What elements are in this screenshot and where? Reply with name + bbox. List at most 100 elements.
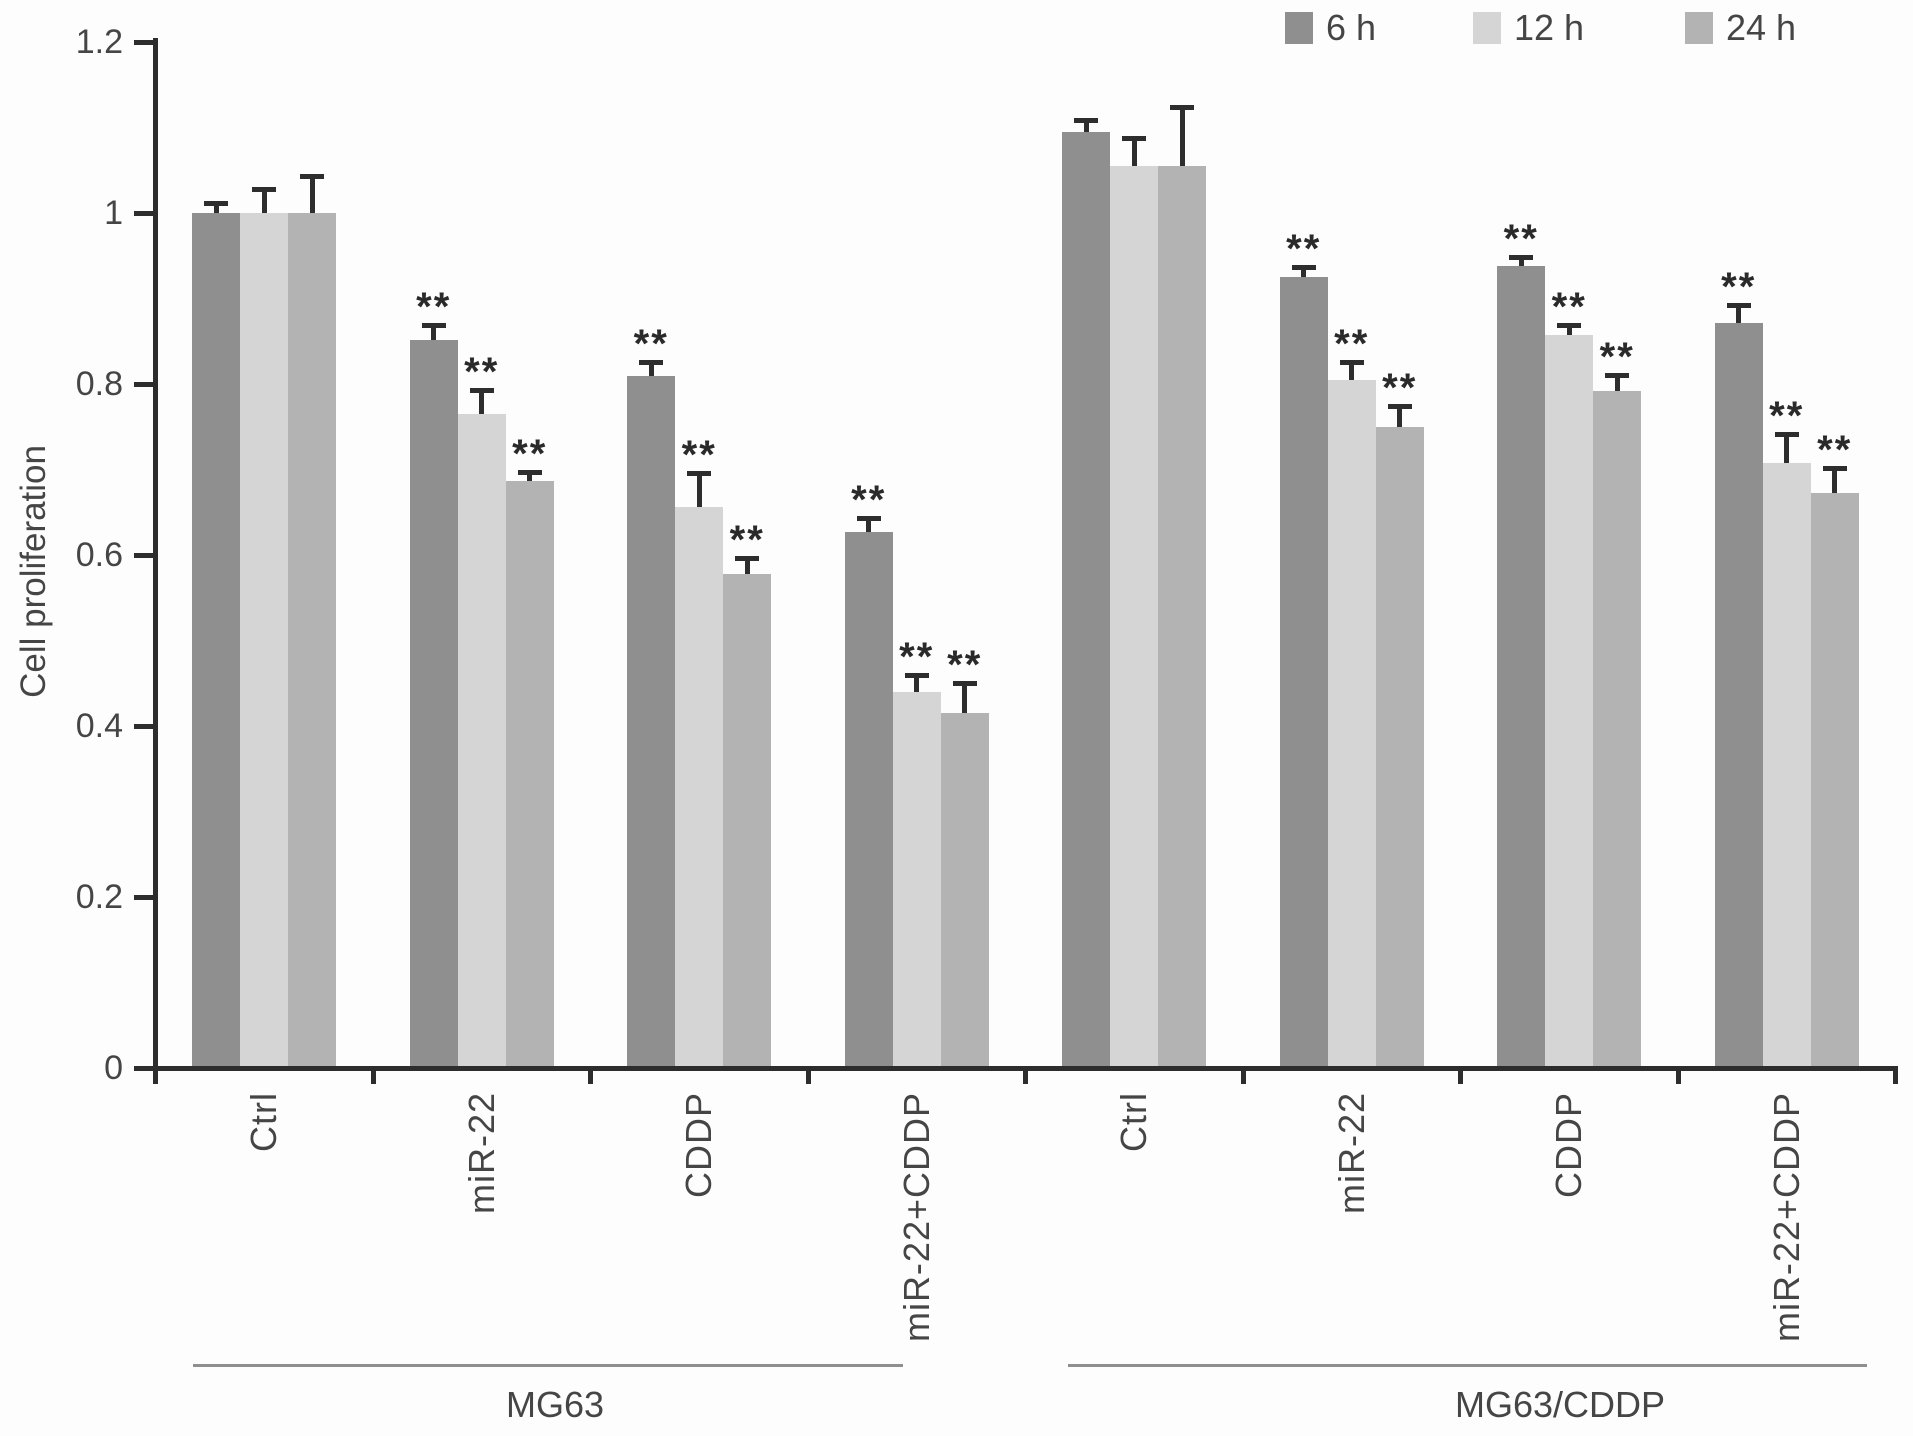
x-tick-label-mir-22-cddp: miR-22+CDDP [1765, 1092, 1807, 1343]
y-tick-label: 0.8 [75, 365, 123, 403]
x-tick-label-ctrl: Ctrl [1113, 1092, 1155, 1152]
y-tick-label: 0.2 [75, 878, 123, 916]
y-tick-mark [134, 39, 156, 45]
bar-mg63-ctrl-24-h [288, 213, 337, 1068]
x-axis [139, 1066, 1898, 1071]
error-bar-cap [1291, 264, 1316, 270]
legend-label-24-h: 24 h [1726, 7, 1797, 48]
y-tick-label: 0.4 [75, 707, 123, 745]
error-bar-cap [639, 359, 664, 365]
error-bar-cap [300, 174, 325, 180]
error-bar-line [1614, 375, 1620, 391]
y-tick-label: 1.2 [75, 23, 123, 61]
legend-item-6-h: 6 h [1285, 10, 1376, 46]
bar-mg63-cddp-mir-22-cddp-24-h [1810, 492, 1859, 1068]
significance-marker: ** [464, 349, 500, 394]
x-tick-mark [588, 1068, 593, 1084]
error-bar-cap [1822, 465, 1847, 471]
significance-marker: ** [899, 634, 935, 679]
bar-mg63-cddp-24-h [723, 573, 772, 1068]
bar-mg63-mir-22-12-h [457, 413, 506, 1068]
significance-marker: ** [851, 478, 887, 523]
legend-swatch-12-h [1473, 12, 1501, 44]
error-bar-line [261, 189, 267, 213]
significance-marker: ** [1286, 226, 1322, 271]
bar-mg63-cddp-ctrl-24-h [1158, 165, 1207, 1068]
error-bar-line [1397, 406, 1403, 427]
error-bar-line [962, 683, 968, 714]
legend-item-12-h: 12 h [1473, 10, 1584, 46]
x-tick-mark [370, 1068, 376, 1084]
legend-label-6-h: 6 h [1326, 7, 1377, 48]
error-bar-line [1784, 433, 1790, 463]
cell-line-rule-mg63 [193, 1364, 903, 1367]
error-bar-cap [469, 387, 494, 393]
x-tick-mark [1240, 1068, 1246, 1084]
significance-marker: ** [1599, 335, 1635, 380]
bar-mg63-cddp-cddp-24-h [1593, 390, 1642, 1068]
bar-mg63-ctrl-12-h [240, 213, 289, 1068]
significance-marker: ** [416, 285, 452, 329]
y-tick-mark [134, 894, 156, 900]
significance-marker: ** [1769, 393, 1805, 438]
error-bar-line [1301, 266, 1307, 278]
y-tick-mark [134, 1065, 156, 1071]
bar-mg63-mir-22-6-h [409, 340, 458, 1068]
error-bar-line [648, 361, 654, 377]
significance-marker: ** [1382, 366, 1418, 411]
y-tick-mark [134, 723, 156, 729]
bar-mg63-cddp-mir-22-cddp-6-h [1714, 323, 1763, 1068]
significance-marker: ** [512, 432, 548, 477]
bar-mg63-cddp-ctrl-6-h [1062, 131, 1111, 1068]
bar-mg63-cddp-mir-22-12-h [1327, 379, 1376, 1068]
error-bar-cap [1387, 404, 1412, 410]
x-tick-label-cddp: CDDP [678, 1092, 720, 1199]
x-tick-label-mir-22: miR-22 [1330, 1092, 1372, 1215]
error-bar-cap [1605, 373, 1630, 379]
error-bar-line [527, 472, 533, 481]
error-bar-cap [904, 672, 929, 678]
error-bar-line [914, 674, 920, 692]
y-tick-label: 0 [104, 1049, 123, 1087]
cell-line-label-mg63-cddp: MG63/CDDP [1454, 1384, 1666, 1425]
significance-marker: ** [633, 321, 669, 366]
y-tick-label: 1 [104, 194, 123, 232]
error-bar-line [309, 176, 315, 213]
bar-mg63-cddp-mir-22-cddp-12-h [1762, 462, 1811, 1068]
error-bar-line [1518, 256, 1524, 266]
error-bar-cap [1339, 359, 1364, 365]
error-bar-line [479, 389, 485, 414]
error-bar-cap [1122, 135, 1147, 141]
error-bar-line [1349, 361, 1355, 380]
error-bar-cap [1074, 117, 1099, 123]
error-bar-cap [952, 681, 977, 687]
bar-mg63-cddp-cddp-12-h [1545, 335, 1594, 1068]
legend-swatch-24-h [1685, 12, 1713, 44]
y-tick-label: 0.6 [75, 536, 123, 574]
bar-mg63-cddp-mir-22-24-h [1375, 426, 1424, 1068]
bar-mg63-cddp-ctrl-12-h [1110, 165, 1159, 1068]
bar-mg63-mir-22-24-h [505, 480, 554, 1068]
x-tick-label-ctrl: Ctrl [243, 1092, 285, 1152]
error-bar-cap [517, 470, 542, 476]
significance-marker: ** [1817, 427, 1853, 472]
error-bar-cap [687, 470, 712, 476]
error-bar-line [1566, 325, 1572, 336]
error-bar-cap [252, 187, 277, 193]
cell-line-label-mg63: MG63 [505, 1384, 605, 1425]
legend-label-12-h: 12 h [1514, 7, 1585, 48]
error-bar-cap [735, 556, 760, 562]
significance-marker: ** [1721, 265, 1757, 310]
error-bar-cap [1170, 104, 1195, 110]
bar-mg63-cddp-mir-22-6-h [1279, 277, 1328, 1068]
bar-mg63-ctrl-6-h [192, 213, 241, 1068]
error-bar-line [431, 325, 437, 341]
error-bar-line [1832, 467, 1838, 493]
error-bar-line [213, 202, 219, 213]
error-bar-cap [1726, 303, 1751, 309]
error-bar-line [1083, 119, 1089, 132]
x-tick-mark [1023, 1068, 1028, 1084]
significance-marker: ** [1551, 285, 1587, 329]
significance-marker: ** [729, 518, 765, 563]
